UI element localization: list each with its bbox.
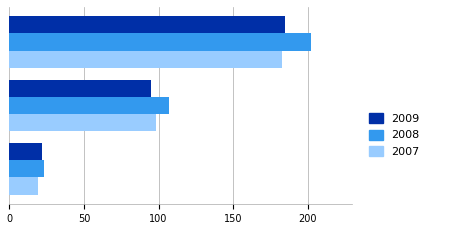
Bar — [9, 114, 156, 131]
Bar — [9, 33, 311, 50]
Bar — [9, 143, 42, 160]
Bar — [9, 16, 285, 33]
Bar — [9, 160, 44, 178]
Bar — [9, 80, 151, 97]
Bar — [9, 97, 169, 114]
Legend: 2009, 2008, 2007: 2009, 2008, 2007 — [365, 109, 424, 161]
Bar — [9, 50, 282, 68]
Bar — [9, 178, 38, 195]
